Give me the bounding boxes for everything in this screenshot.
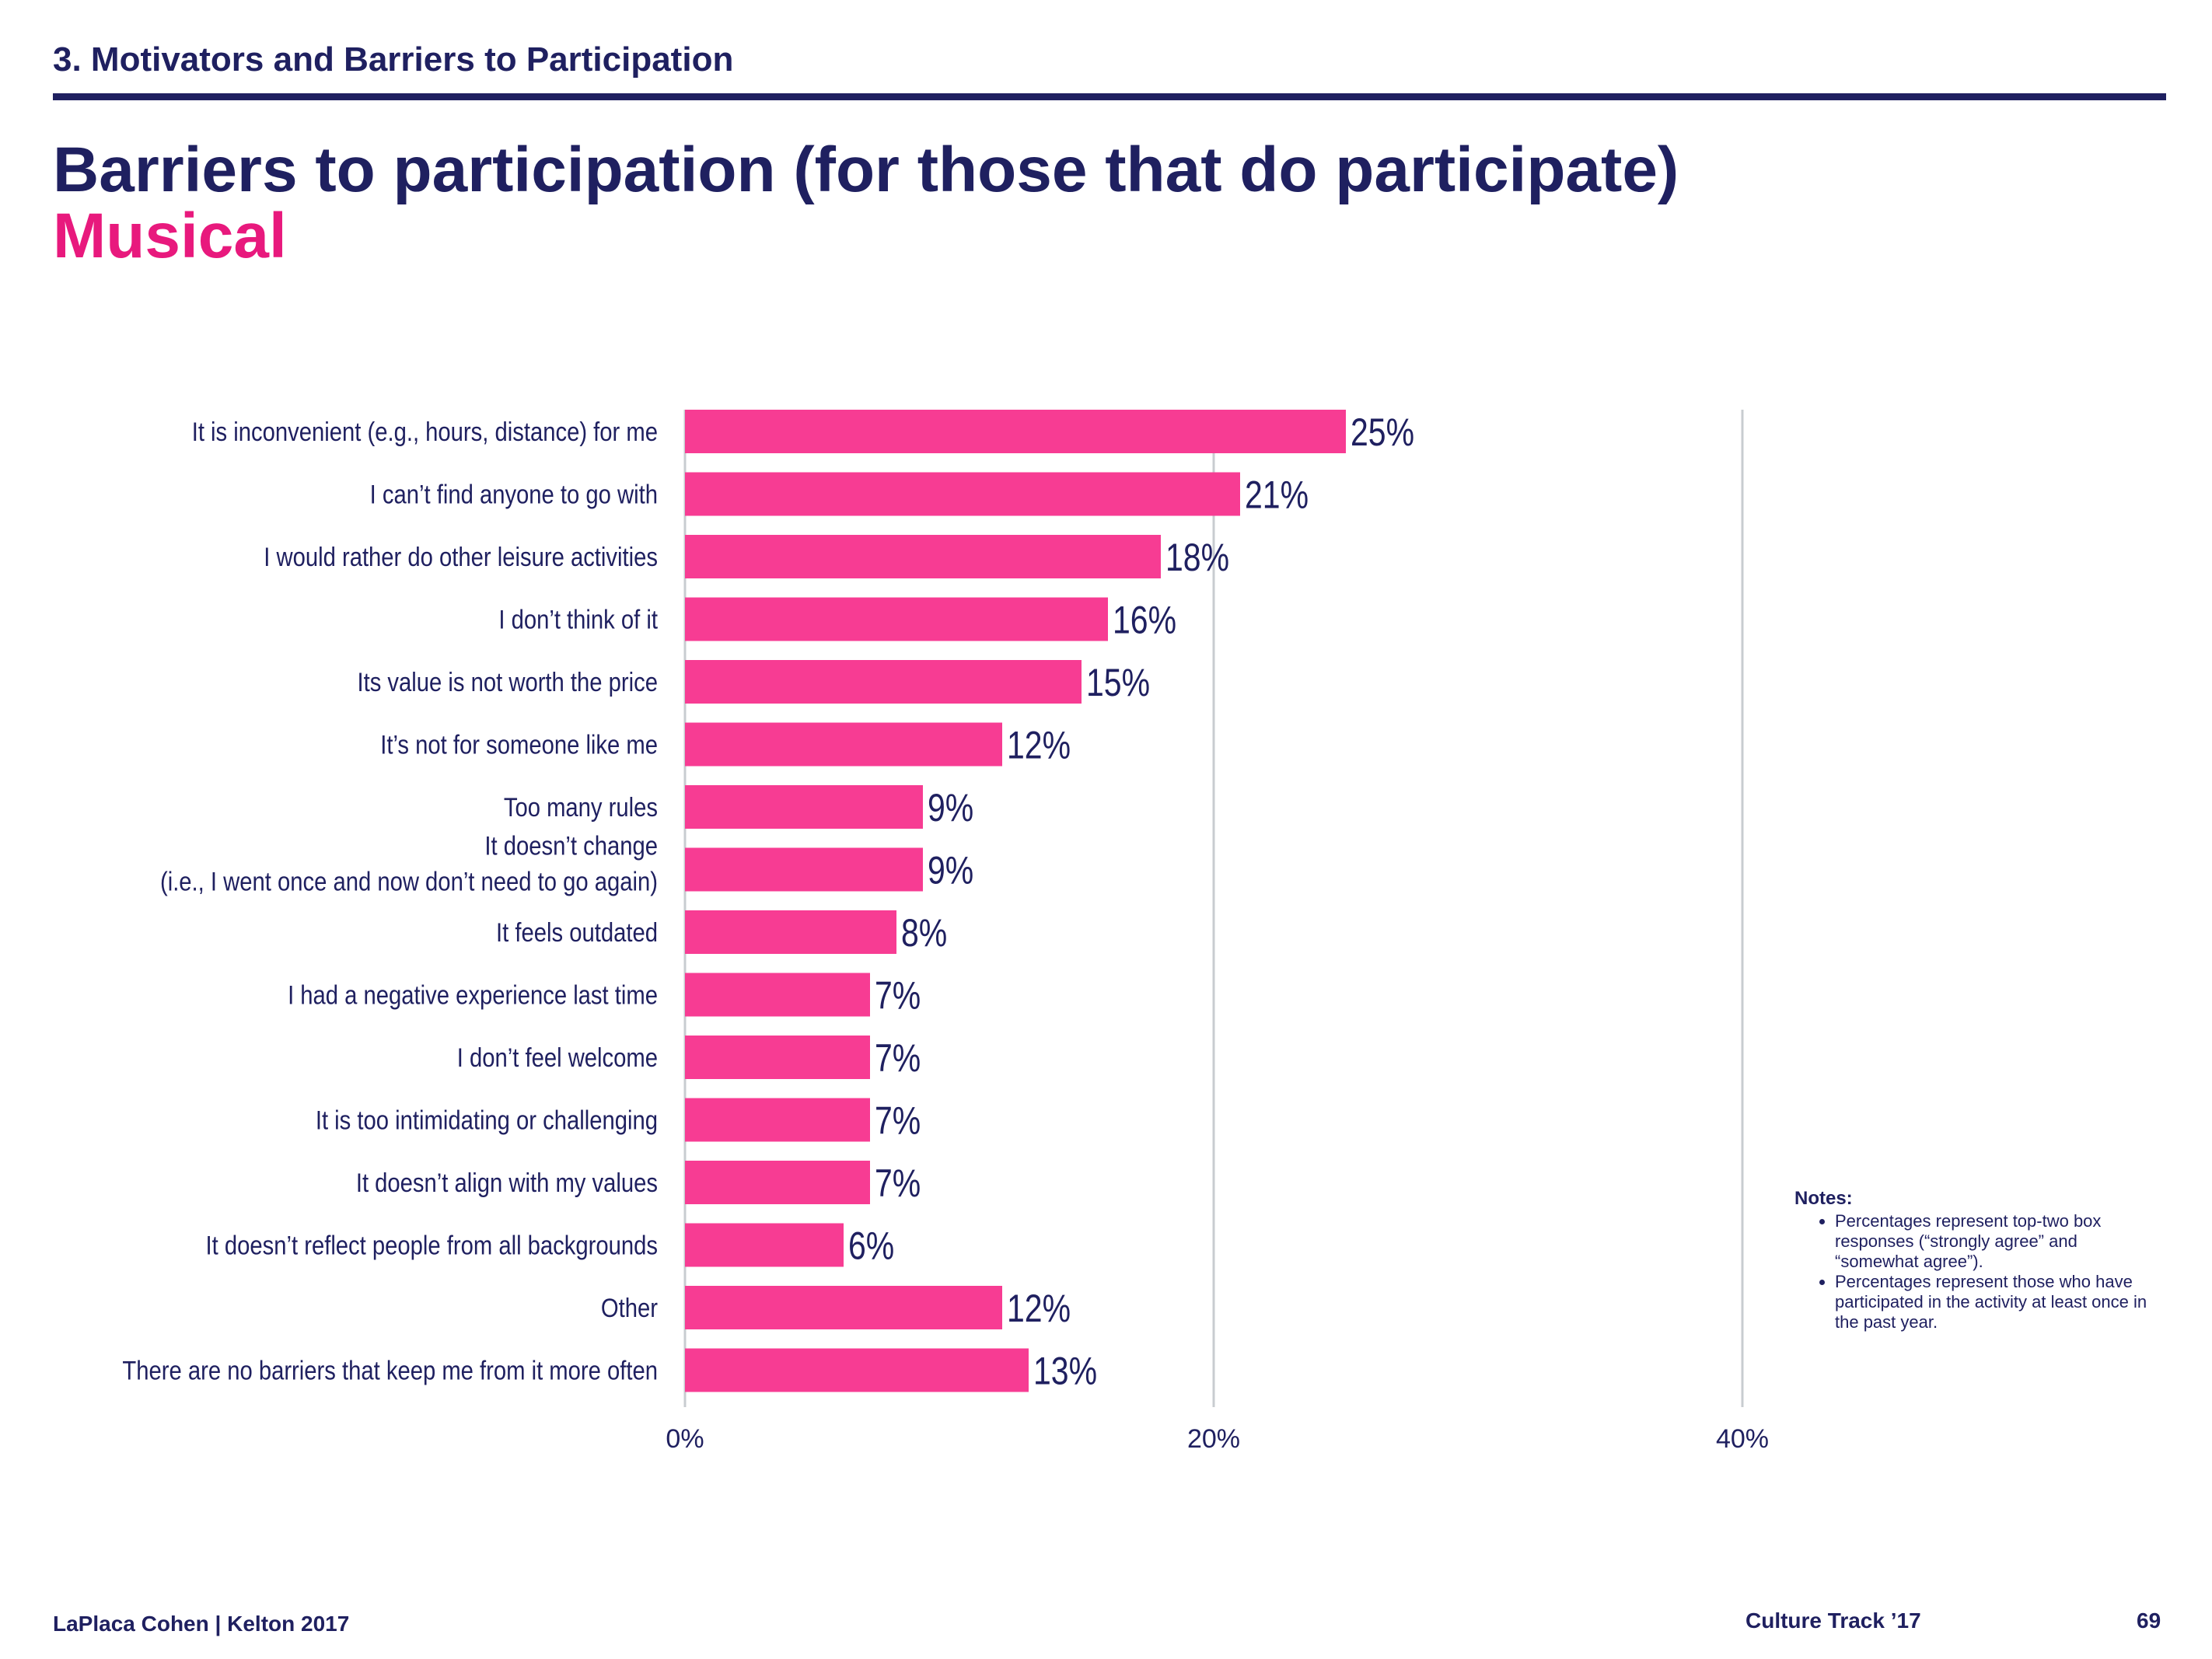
section-title: 3. Motivators and Barriers to Participat… [53, 40, 734, 79]
bar [685, 597, 1108, 641]
bar [685, 1036, 870, 1079]
bar [685, 660, 1082, 704]
data-label: 16% [1113, 599, 1176, 642]
bar [685, 1161, 870, 1204]
bar [685, 722, 1002, 767]
bar [685, 973, 870, 1017]
data-label: 18% [1165, 536, 1229, 579]
bar [685, 1348, 1029, 1392]
data-label: 7% [875, 1161, 921, 1205]
bar-chart: 0% 20% 40% 25% It is inconvenient (e.g., hou… [122, 410, 1769, 1454]
category-label: It feels outdated [496, 917, 658, 948]
x-tick-label: 0% [666, 1424, 704, 1454]
category-label: It doesn’t reflect people from all backg… [206, 1230, 658, 1260]
category-label: I don’t think of it [498, 604, 658, 634]
notes: Notes: Percentages represent top-two box… [1794, 1188, 2160, 1332]
category-label: I don’t feel welcome [457, 1043, 658, 1073]
data-label: 9% [928, 786, 973, 830]
data-label: 25% [1351, 410, 1414, 454]
header-rule [53, 93, 2166, 100]
category-label: It is too intimidating or challenging [316, 1105, 658, 1135]
category-label: Its value is not worth the price [357, 667, 658, 697]
category-label: It’s not for someone like me [380, 729, 658, 760]
category-label: I can’t find anyone to go with [370, 479, 658, 509]
data-label: 12% [1007, 1287, 1071, 1330]
category-label: It doesn’t change [484, 830, 658, 861]
data-label: 6% [848, 1224, 894, 1268]
category-label: I would rather do other leisure activiti… [264, 542, 658, 572]
bar [685, 1286, 1002, 1329]
bar [685, 785, 923, 829]
category-label: There are no barriers that keep me from … [122, 1355, 658, 1385]
category-label: I had a negative experience last time [288, 980, 658, 1010]
bar [685, 472, 1240, 516]
notes-heading: Notes: [1794, 1188, 1853, 1209]
data-label: 12% [1007, 724, 1071, 767]
footer-brand: Culture Track ’17 [1745, 1608, 1921, 1633]
notes-list: Percentages represent top-two box respon… [1794, 1211, 2160, 1332]
data-label: 7% [875, 1036, 921, 1080]
category-label: Too many rules [504, 792, 658, 823]
bar [685, 847, 923, 892]
category-label: It is inconvenient (e.g., hours, distanc… [192, 417, 658, 447]
note-item: Percentages represent those who have par… [1835, 1272, 2160, 1332]
data-label: 21% [1245, 473, 1309, 517]
note-item: Percentages represent top-two box respon… [1835, 1211, 2160, 1272]
data-label: 13% [1033, 1350, 1097, 1393]
data-label: 15% [1086, 661, 1150, 704]
bar [685, 1098, 870, 1142]
data-label: 9% [928, 849, 973, 892]
page-number: 69 [2137, 1608, 2161, 1633]
bar [685, 910, 896, 954]
page-subtitle: Musical [53, 201, 287, 271]
page-title: Barriers to participation (for those tha… [53, 134, 1679, 205]
data-label: 7% [875, 974, 921, 1018]
data-label: 8% [901, 911, 947, 955]
x-tick-label: 40% [1716, 1424, 1769, 1454]
bar [685, 1223, 844, 1267]
x-tick-label: 20% [1187, 1424, 1240, 1454]
category-label: It doesn’t align with my values [356, 1168, 658, 1198]
category-label: Other [601, 1293, 658, 1323]
category-label: (i.e., I went once and now don’t need to… [160, 866, 658, 896]
data-label: 7% [875, 1099, 921, 1143]
footer-source: LaPlaca Cohen | Kelton 2017 [53, 1612, 350, 1636]
bar [685, 535, 1161, 578]
bar [685, 410, 1346, 453]
